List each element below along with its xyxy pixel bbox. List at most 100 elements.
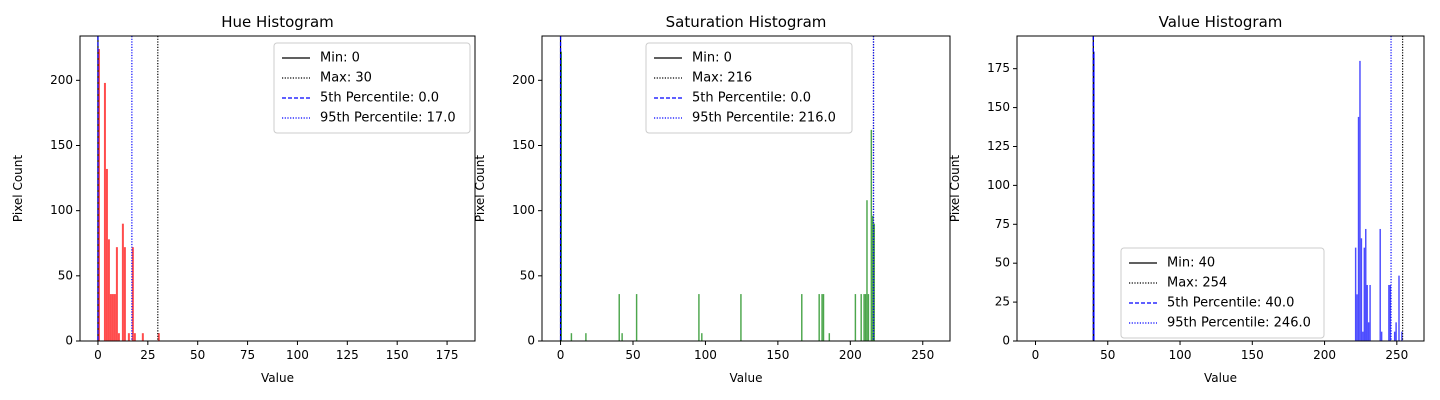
histogram-bar: [818, 294, 820, 341]
y-tick-label: 25: [995, 295, 1010, 309]
histogram-bar: [828, 333, 831, 341]
legend: Min: 40 Max: 254 5th Percentile: 40.0 95th …: [1120, 247, 1325, 339]
histogram-bar: [1395, 322, 1397, 341]
legend-label: 5th Percentile: 0.0: [320, 91, 439, 106]
y-tick-label: 50: [58, 268, 73, 282]
legend-label: Min: 0: [320, 51, 360, 66]
x-tick-label: 150: [766, 348, 789, 362]
histogram-bar: [121, 223, 124, 341]
histogram-bar: [1093, 51, 1095, 342]
axes-frame: [541, 35, 951, 342]
x-tick-label: 0: [94, 348, 102, 362]
histogram-bar: [860, 294, 862, 341]
histogram-bar: [113, 294, 116, 341]
histogram-bar: [131, 247, 134, 341]
legend-box: [645, 42, 853, 134]
y-axis-label: Pixel Count: [473, 155, 487, 223]
histogram-bar: [801, 294, 803, 341]
histogram-bar: [585, 333, 587, 341]
x-tick-label: 250: [1385, 348, 1408, 362]
y-tick-label: 100: [50, 203, 73, 217]
histogram-bar: [870, 129, 873, 341]
histogram-bar: [1366, 284, 1368, 341]
histogram-bar: [1369, 284, 1371, 341]
histogram-bar: [866, 200, 868, 341]
y-tick-label: 100: [512, 203, 535, 217]
histogram-bar: [127, 333, 130, 341]
histogram-bar: [1389, 284, 1392, 341]
histogram-bar: [123, 247, 126, 341]
y-tick-label: 175: [987, 61, 1010, 75]
x-tick-label: 175: [436, 348, 459, 362]
histogram-bar: [635, 294, 638, 341]
bars-group: [560, 51, 875, 342]
y-tick-label: 200: [50, 73, 73, 87]
x-tick-label: 200: [839, 348, 862, 362]
histogram-bar: [1367, 322, 1370, 341]
histogram-bar: [621, 333, 623, 341]
y-tick-label: 150: [987, 100, 1010, 114]
histogram-bar: [141, 333, 144, 341]
histogram-bar: [109, 294, 112, 341]
legend-label: 95th Percentile: 216.0: [692, 111, 836, 126]
histogram-bar: [1401, 331, 1403, 341]
histogram-bar: [570, 333, 573, 341]
legend: Min: 0 Max: 30 5th Percentile: 0.0 95th Per…: [273, 42, 471, 134]
x-tick-label: 0: [1032, 348, 1040, 362]
histogram-bar: [97, 49, 100, 342]
x-tick-label: 250: [911, 348, 934, 362]
histogram-bar: [1360, 238, 1363, 341]
x-axis-label: Value: [261, 371, 294, 385]
y-tick-label: 0: [65, 334, 73, 348]
histogram-bar: [1362, 331, 1364, 341]
legend-label: Max: 216: [692, 71, 752, 86]
histogram-bar: [1393, 331, 1396, 341]
bars-group: [1093, 51, 1403, 342]
histogram-bar: [854, 294, 857, 341]
x-tick-label: 50: [1100, 348, 1115, 362]
y-tick-label: 0: [527, 334, 535, 348]
histogram-bar: [157, 333, 160, 341]
legend-label: Max: 254: [1167, 276, 1227, 291]
histogram-bar: [117, 333, 120, 341]
histogram-bar: [111, 294, 114, 341]
x-tick-label: 150: [386, 348, 409, 362]
y-tick-label: 75: [995, 217, 1010, 231]
x-tick-label: 150: [1241, 348, 1264, 362]
y-tick-label: 150: [50, 138, 73, 152]
x-tick-label: 50: [625, 348, 640, 362]
x-tick-label: 200: [1313, 348, 1336, 362]
x-tick-label: 100: [1169, 348, 1192, 362]
y-tick-label: 0: [1002, 334, 1010, 348]
axes-frame: [1016, 35, 1425, 342]
histogram-bar: [701, 333, 703, 341]
chart-title: Saturation Histogram: [666, 13, 827, 31]
histogram-bar: [1365, 228, 1367, 341]
x-tick-label: 125: [336, 348, 359, 362]
y-tick-label: 50: [520, 268, 535, 282]
legend-label: 95th Percentile: 17.0: [320, 111, 456, 126]
x-tick-label: 0: [557, 348, 565, 362]
legend-box: [1120, 247, 1325, 339]
histogram-bar: [560, 51, 562, 342]
bars-group: [97, 49, 160, 342]
chart-panel-1: 0 25 50 75 100 125 150 175 0 50 100 150 200 Hue Histo…: [11, 13, 476, 385]
chart-panel-2: 0 50 100 150 200 250 0 50 100 150 200 Saturation Hi…: [473, 13, 951, 385]
legend-label: 5th Percentile: 0.0: [692, 91, 811, 106]
histogram-bar: [864, 294, 867, 341]
x-tick-label: 100: [286, 348, 309, 362]
x-axis-label: Value: [730, 371, 763, 385]
histogram-bar: [133, 333, 136, 341]
histogram-bar: [1398, 275, 1400, 341]
x-tick-label: 100: [694, 348, 717, 362]
histogram-bar: [618, 294, 620, 341]
y-tick-label: 125: [987, 139, 1010, 153]
histogram-bar: [1380, 331, 1383, 341]
legend-box: [273, 42, 471, 134]
x-axis-label: Value: [1204, 371, 1237, 385]
histogram-bar: [107, 239, 110, 341]
histogram-bar: [822, 294, 825, 341]
y-tick-label: 50: [995, 256, 1010, 270]
y-tick-label: 200: [512, 73, 535, 87]
